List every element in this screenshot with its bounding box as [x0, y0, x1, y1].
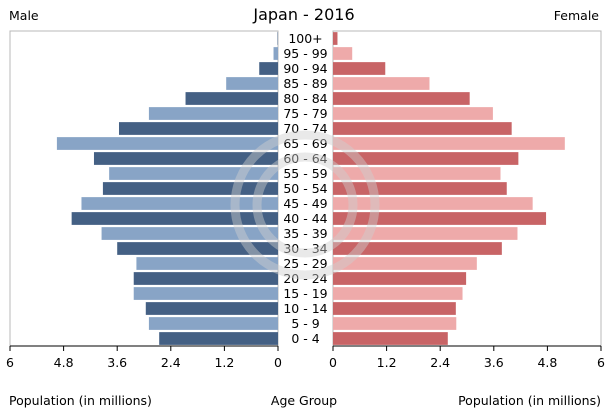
- male-bar-1: [273, 47, 278, 60]
- female-bar-13: [333, 227, 518, 240]
- female-bar-3: [333, 77, 430, 90]
- male-bar-5: [148, 107, 278, 120]
- male-bar-16: [133, 272, 278, 285]
- female-bar-17: [333, 287, 463, 300]
- age-group-label: 50 - 54: [283, 181, 327, 196]
- female-bar-6: [333, 122, 512, 135]
- female-bar-1: [333, 47, 353, 60]
- male-bar-3: [226, 77, 278, 90]
- female-bar-16: [333, 272, 467, 285]
- x-axes: 6 6 4.8 4.8 3.6 3.6 2.4 2.4 1.2 1.2 0 0: [6, 345, 605, 370]
- male-bar-7: [56, 137, 279, 150]
- female-bar-8: [333, 152, 519, 165]
- male-bar-4: [185, 92, 278, 105]
- male-bars: [56, 32, 279, 345]
- age-group-label: 55 - 59: [283, 166, 327, 181]
- female-x-tick-label: 2.4: [430, 355, 450, 370]
- female-x-tick-label: 1.2: [377, 355, 397, 370]
- male-bar-10: [102, 182, 278, 195]
- male-bar-18: [145, 302, 278, 315]
- female-bar-5: [333, 107, 493, 120]
- chart-title: Japan - 2016: [252, 5, 354, 24]
- male-x-tick-label: 2.4: [161, 355, 181, 370]
- female-x-tick-label: 3.6: [484, 355, 504, 370]
- age-group-label: 70 - 74: [283, 121, 327, 136]
- age-group-label: 40 - 44: [283, 211, 327, 226]
- age-group-label: 20 - 24: [283, 271, 327, 286]
- age-group-label: 100+: [288, 31, 322, 46]
- age-group-label: 35 - 39: [283, 226, 327, 241]
- copyright-circle-icon: [230, 130, 380, 280]
- age-group-label: 45 - 49: [283, 196, 327, 211]
- age-group-label: 10 - 14: [283, 301, 327, 316]
- female-x-tick-label: 4.8: [537, 355, 557, 370]
- age-group-label: 80 - 84: [283, 91, 327, 106]
- female-bar-0: [333, 32, 338, 45]
- age-group-label: 95 - 99: [283, 46, 327, 61]
- female-bar-19: [333, 317, 457, 330]
- female-bar-18: [333, 302, 456, 315]
- female-bars: [333, 32, 565, 345]
- female-bar-7: [333, 137, 565, 150]
- male-bar-13: [101, 227, 278, 240]
- male-x-tick-label: 6: [6, 355, 14, 370]
- age-group-label: 60 - 64: [283, 151, 327, 166]
- male-x-tick-label: 4.8: [54, 355, 74, 370]
- age-group-label: 0 - 4: [291, 331, 319, 346]
- x-axis-label-right: Population (in millions): [458, 393, 601, 408]
- male-bar-17: [133, 287, 278, 300]
- female-bar-4: [333, 92, 470, 105]
- female-bar-9: [333, 167, 501, 180]
- female-label: Female: [554, 8, 600, 23]
- female-bar-2: [333, 62, 386, 75]
- x-axis-label-left: Population (in millions): [9, 393, 152, 408]
- female-x-tick-label: 6: [597, 355, 605, 370]
- male-bar-6: [118, 122, 279, 135]
- male-bar-14: [117, 242, 278, 255]
- age-group-label: 15 - 19: [283, 286, 327, 301]
- male-bar-20: [159, 332, 278, 345]
- male-x-tick-label: 1.2: [214, 355, 234, 370]
- male-bar-12: [71, 212, 278, 225]
- female-bar-15: [333, 257, 477, 270]
- age-group-label: 5 - 9: [291, 316, 319, 331]
- age-group-label: 90 - 94: [283, 61, 327, 76]
- male-bar-2: [259, 62, 278, 75]
- male-bar-19: [148, 317, 278, 330]
- male-x-tick-label: 3.6: [107, 355, 127, 370]
- age-group-label: 25 - 29: [283, 256, 327, 271]
- female-bar-12: [333, 212, 547, 225]
- x-axis-label-center: Age Group: [271, 393, 337, 408]
- female-bar-20: [333, 332, 448, 345]
- male-x-tick-label: 0: [274, 355, 282, 370]
- male-label: Male: [9, 8, 39, 23]
- age-group-label: 30 - 34: [283, 241, 327, 256]
- age-group-label: 65 - 69: [283, 136, 327, 151]
- age-group-label: 85 - 89: [283, 76, 327, 91]
- age-group-label: 75 - 79: [283, 106, 327, 121]
- male-bar-15: [136, 257, 278, 270]
- female-bar-10: [333, 182, 507, 195]
- male-bar-9: [109, 167, 278, 180]
- female-bar-11: [333, 197, 533, 210]
- female-bar-14: [333, 242, 502, 255]
- male-bar-8: [93, 152, 278, 165]
- male-bar-11: [81, 197, 278, 210]
- female-x-tick-label: 0: [329, 355, 337, 370]
